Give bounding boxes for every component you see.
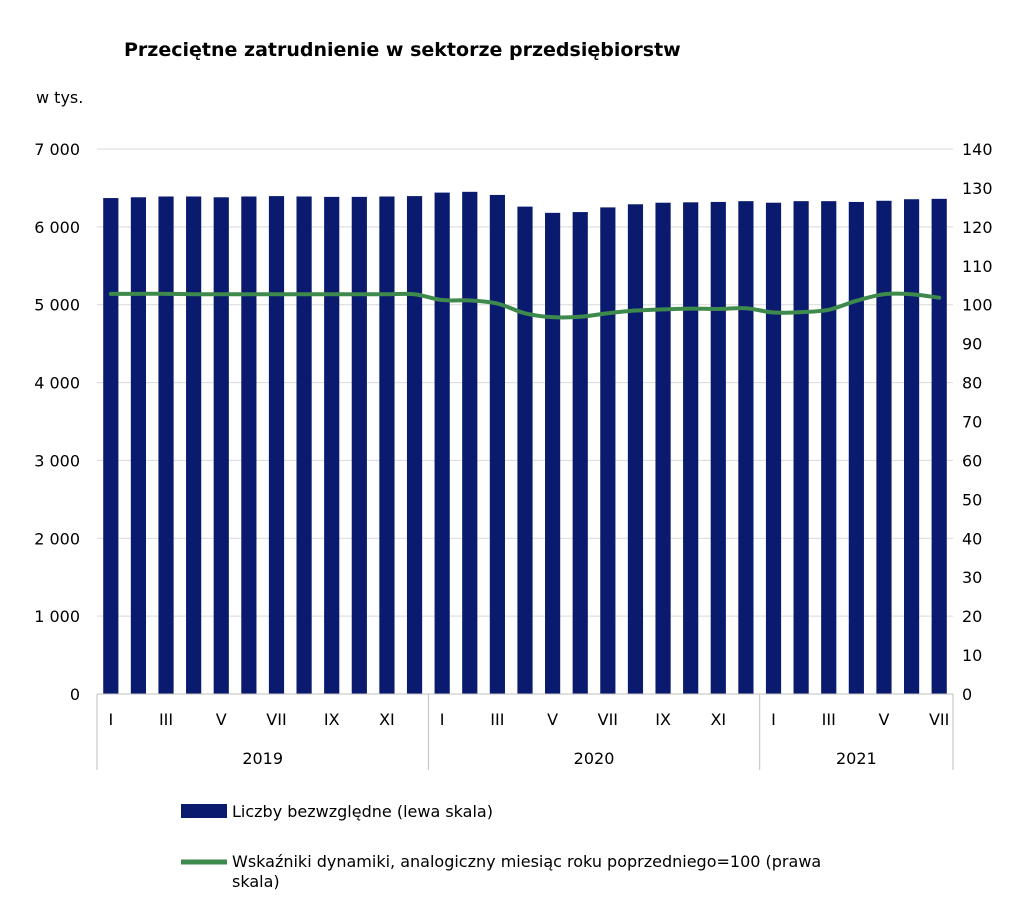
left-tick-label: 1 000: [34, 607, 80, 626]
bar: [903, 199, 920, 695]
bar: [517, 206, 533, 694]
bar: [627, 204, 644, 694]
category-label: VII: [598, 710, 618, 729]
year-label: 2019: [242, 749, 283, 768]
left-tick-label: 4 000: [34, 374, 80, 393]
left-tick-label: 6 000: [34, 218, 80, 237]
bar: [545, 212, 561, 695]
left-tick-label: 3 000: [34, 451, 80, 470]
chart-title: Przeciętne zatrudnienie w sektorze przed…: [124, 39, 681, 61]
category-label: I: [440, 710, 445, 729]
right-tick-label: 0: [962, 685, 972, 704]
right-tick-label: 80: [962, 374, 982, 393]
bar: [434, 192, 450, 694]
bar: [765, 202, 782, 694]
category-label: XI: [710, 710, 726, 729]
left-tick-label: 7 000: [34, 140, 80, 159]
bar: [848, 201, 864, 694]
line-path: [108, 291, 942, 320]
category-label: VII: [266, 710, 286, 729]
legend: Liczby bezwzględne (lewa skala) Wskaźnik…: [181, 802, 826, 891]
bar: [379, 196, 395, 694]
right-tick-label: 90: [962, 335, 982, 354]
bar-series: [103, 191, 947, 695]
category-label: I: [771, 710, 776, 729]
bar: [738, 201, 754, 694]
right-tick-label: 70: [962, 413, 982, 432]
bar: [462, 191, 478, 695]
bar: [406, 196, 423, 694]
bar: [793, 201, 809, 694]
x-axis: [96, 693, 954, 770]
bar: [572, 212, 588, 695]
left-tick-label: 2 000: [34, 529, 80, 548]
bar: [489, 194, 505, 694]
legend-bar-swatch: [181, 804, 227, 818]
category-label: I: [108, 710, 113, 729]
bar: [158, 196, 174, 694]
bar: [268, 196, 285, 694]
category-labels: I III V VII IX XI I III V VII IX XI I III V VII: [108, 710, 949, 729]
right-tick-label: 20: [962, 607, 982, 626]
right-tick-label: 10: [962, 646, 982, 665]
category-label: V: [547, 710, 558, 729]
legend-line-label-part2: skala): [232, 872, 280, 891]
bar: [351, 196, 367, 694]
right-tick-label: 40: [962, 529, 982, 548]
category-label: III: [159, 710, 173, 729]
left-axis-ticks: 0 1 000 2 000 3 000 4 000 5 000 6 000 7 000: [34, 140, 80, 704]
legend-line-label: Wskaźniki dynamiki, analogiczny miesiąc …: [232, 852, 826, 891]
right-axis-ticks: 0 10 20 30 40 50 60 70 80 90 100 110 120 130 140: [962, 140, 993, 704]
category-label: XI: [379, 710, 395, 729]
left-tick-label: 0: [70, 685, 80, 704]
legend-line-label-part1: Wskaźniki dynamiki, analogiczny miesiąc …: [232, 852, 821, 871]
category-label: III: [822, 710, 836, 729]
bar: [130, 197, 147, 694]
category-label: V: [216, 710, 227, 729]
bar: [103, 198, 119, 695]
bar: [324, 196, 340, 694]
right-tick-label: 50: [962, 490, 982, 509]
year-label: 2021: [836, 749, 877, 768]
bar: [931, 198, 947, 695]
line-series: [108, 291, 942, 320]
bar: [655, 202, 671, 694]
bar: [600, 207, 616, 694]
category-label: IX: [324, 710, 340, 729]
bar: [683, 202, 699, 694]
left-tick-label: 5 000: [34, 296, 80, 315]
bar: [241, 196, 257, 694]
bar: [710, 201, 726, 694]
category-label: IX: [655, 710, 671, 729]
left-axis-unit: w tys.: [36, 88, 83, 107]
right-tick-label: 120: [962, 218, 993, 237]
bar: [821, 201, 837, 694]
category-label: V: [878, 710, 889, 729]
bar: [876, 200, 892, 694]
bar: [186, 196, 202, 694]
right-tick-label: 60: [962, 451, 982, 470]
category-label: VII: [929, 710, 949, 729]
bar: [296, 196, 312, 694]
year-label: 2020: [574, 749, 615, 768]
right-tick-label: 30: [962, 568, 982, 587]
category-label: III: [490, 710, 504, 729]
right-tick-label: 140: [962, 140, 993, 159]
bar: [213, 197, 229, 694]
right-tick-label: 100: [962, 296, 993, 315]
right-tick-label: 110: [962, 257, 993, 276]
legend-bar-label: Liczby bezwzględne (lewa skala): [232, 802, 493, 821]
year-labels: 2019 2020 2021: [242, 749, 876, 768]
right-tick-label: 130: [962, 179, 993, 198]
